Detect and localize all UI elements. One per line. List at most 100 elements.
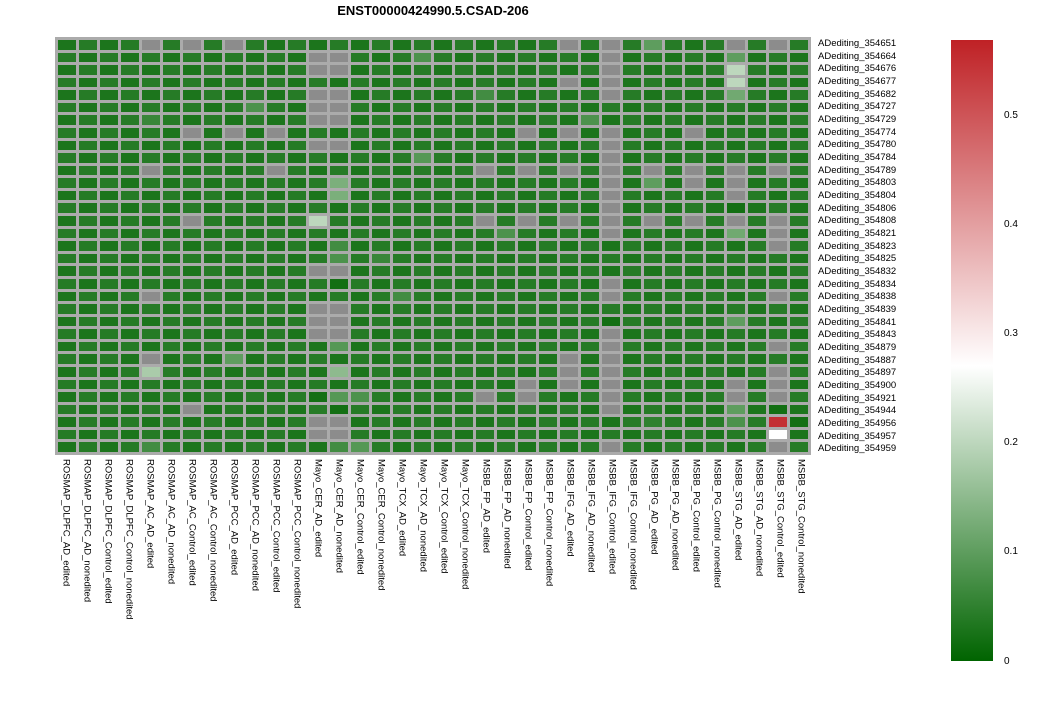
heatmap-cell bbox=[559, 417, 578, 427]
heatmap-cell bbox=[58, 77, 76, 88]
heatmap-cell bbox=[120, 153, 139, 163]
heatmap-cell bbox=[78, 140, 97, 151]
heatmap-cell bbox=[141, 417, 160, 427]
row-label: ADediting_354821 bbox=[818, 227, 897, 239]
heatmap-cell bbox=[601, 178, 620, 188]
heatmap-cell bbox=[162, 52, 181, 63]
heatmap-cell bbox=[497, 65, 516, 75]
heatmap-cell bbox=[434, 417, 453, 427]
heatmap-cell bbox=[685, 253, 704, 264]
heatmap-cell bbox=[58, 216, 76, 226]
heatmap-cell bbox=[183, 278, 202, 289]
heatmap-cell bbox=[580, 77, 599, 88]
heatmap-cell bbox=[267, 366, 286, 377]
column-label: Mayo_TCX_Control_nonedited bbox=[459, 459, 471, 590]
heatmap-cell bbox=[413, 366, 432, 377]
heatmap-cell bbox=[225, 216, 244, 226]
heatmap-cell bbox=[580, 90, 599, 100]
heatmap-cell bbox=[476, 341, 495, 352]
heatmap-cell bbox=[664, 392, 683, 402]
heatmap-cell bbox=[267, 153, 286, 163]
heatmap-cell bbox=[120, 379, 139, 390]
heatmap-cell bbox=[497, 404, 516, 415]
heatmap-cell bbox=[204, 429, 223, 440]
heatmap-cell bbox=[706, 241, 725, 251]
heatmap-cell bbox=[518, 90, 537, 100]
heatmap-cell bbox=[476, 102, 495, 113]
column-label: MSBB_FP_AD_nonedited bbox=[501, 459, 513, 569]
heatmap-cell bbox=[476, 379, 495, 390]
heatmap-cell bbox=[455, 329, 474, 339]
heatmap-cell bbox=[246, 278, 265, 289]
heatmap-cell bbox=[643, 304, 662, 314]
heatmap-cell bbox=[183, 165, 202, 176]
heatmap-cell bbox=[622, 128, 641, 138]
heatmap-cell bbox=[643, 266, 662, 276]
heatmap-cell bbox=[183, 304, 202, 314]
row-label: ADediting_354832 bbox=[818, 265, 897, 277]
heatmap-cell bbox=[769, 115, 788, 126]
heatmap-cell bbox=[455, 128, 474, 138]
heatmap-cell bbox=[308, 40, 327, 50]
heatmap-cell bbox=[392, 102, 411, 113]
heatmap-cell bbox=[162, 392, 181, 402]
heatmap-cell bbox=[308, 354, 327, 364]
heatmap-cell bbox=[371, 341, 390, 352]
heatmap-cell bbox=[267, 65, 286, 75]
heatmap-cell bbox=[664, 316, 683, 327]
heatmap-cell bbox=[559, 429, 578, 440]
heatmap-cell bbox=[685, 52, 704, 63]
heatmap-cell bbox=[162, 178, 181, 188]
heatmap-cell bbox=[622, 354, 641, 364]
heatmap-cell bbox=[601, 304, 620, 314]
heatmap-cell bbox=[183, 203, 202, 214]
heatmap-cell bbox=[455, 392, 474, 402]
heatmap-cell bbox=[308, 404, 327, 415]
heatmap-cell bbox=[162, 190, 181, 201]
heatmap-cell bbox=[58, 190, 76, 201]
heatmap-cell bbox=[183, 77, 202, 88]
heatmap-cell bbox=[162, 278, 181, 289]
heatmap-cell bbox=[288, 40, 306, 50]
heatmap-cell bbox=[559, 354, 578, 364]
heatmap-cell bbox=[790, 241, 808, 251]
heatmap-cell bbox=[204, 153, 223, 163]
heatmap-cell bbox=[622, 40, 641, 50]
heatmap-cell bbox=[476, 329, 495, 339]
heatmap-cell bbox=[183, 241, 202, 251]
heatmap-cell bbox=[622, 278, 641, 289]
heatmap-cell bbox=[539, 442, 557, 452]
heatmap-cell bbox=[455, 291, 474, 302]
heatmap-cell bbox=[99, 417, 118, 427]
row-label: ADediting_354682 bbox=[818, 88, 897, 100]
heatmap-cell bbox=[622, 366, 641, 377]
heatmap-cell bbox=[559, 153, 578, 163]
heatmap-cell bbox=[204, 379, 223, 390]
heatmap-cell bbox=[204, 442, 223, 452]
heatmap-cell bbox=[246, 291, 265, 302]
heatmap-cell bbox=[183, 115, 202, 126]
heatmap-cell bbox=[141, 341, 160, 352]
heatmap-cell bbox=[539, 216, 557, 226]
heatmap-cell bbox=[643, 190, 662, 201]
heatmap-cell bbox=[601, 278, 620, 289]
heatmap-cell bbox=[141, 153, 160, 163]
heatmap-cell bbox=[727, 90, 746, 100]
heatmap-cell bbox=[685, 77, 704, 88]
heatmap-cell bbox=[539, 115, 557, 126]
heatmap-cell bbox=[183, 379, 202, 390]
heatmap-cell bbox=[622, 429, 641, 440]
heatmap-cell bbox=[78, 52, 97, 63]
row-label: ADediting_354664 bbox=[818, 50, 897, 62]
heatmap-cell bbox=[162, 291, 181, 302]
heatmap-cell bbox=[329, 40, 348, 50]
heatmap-cell bbox=[329, 291, 348, 302]
heatmap-cell bbox=[601, 228, 620, 239]
heatmap-cell bbox=[99, 392, 118, 402]
heatmap-cell bbox=[434, 316, 453, 327]
row-label: ADediting_354825 bbox=[818, 253, 897, 265]
heatmap-cell bbox=[99, 140, 118, 151]
heatmap-cell bbox=[790, 429, 808, 440]
heatmap-cell bbox=[518, 115, 537, 126]
